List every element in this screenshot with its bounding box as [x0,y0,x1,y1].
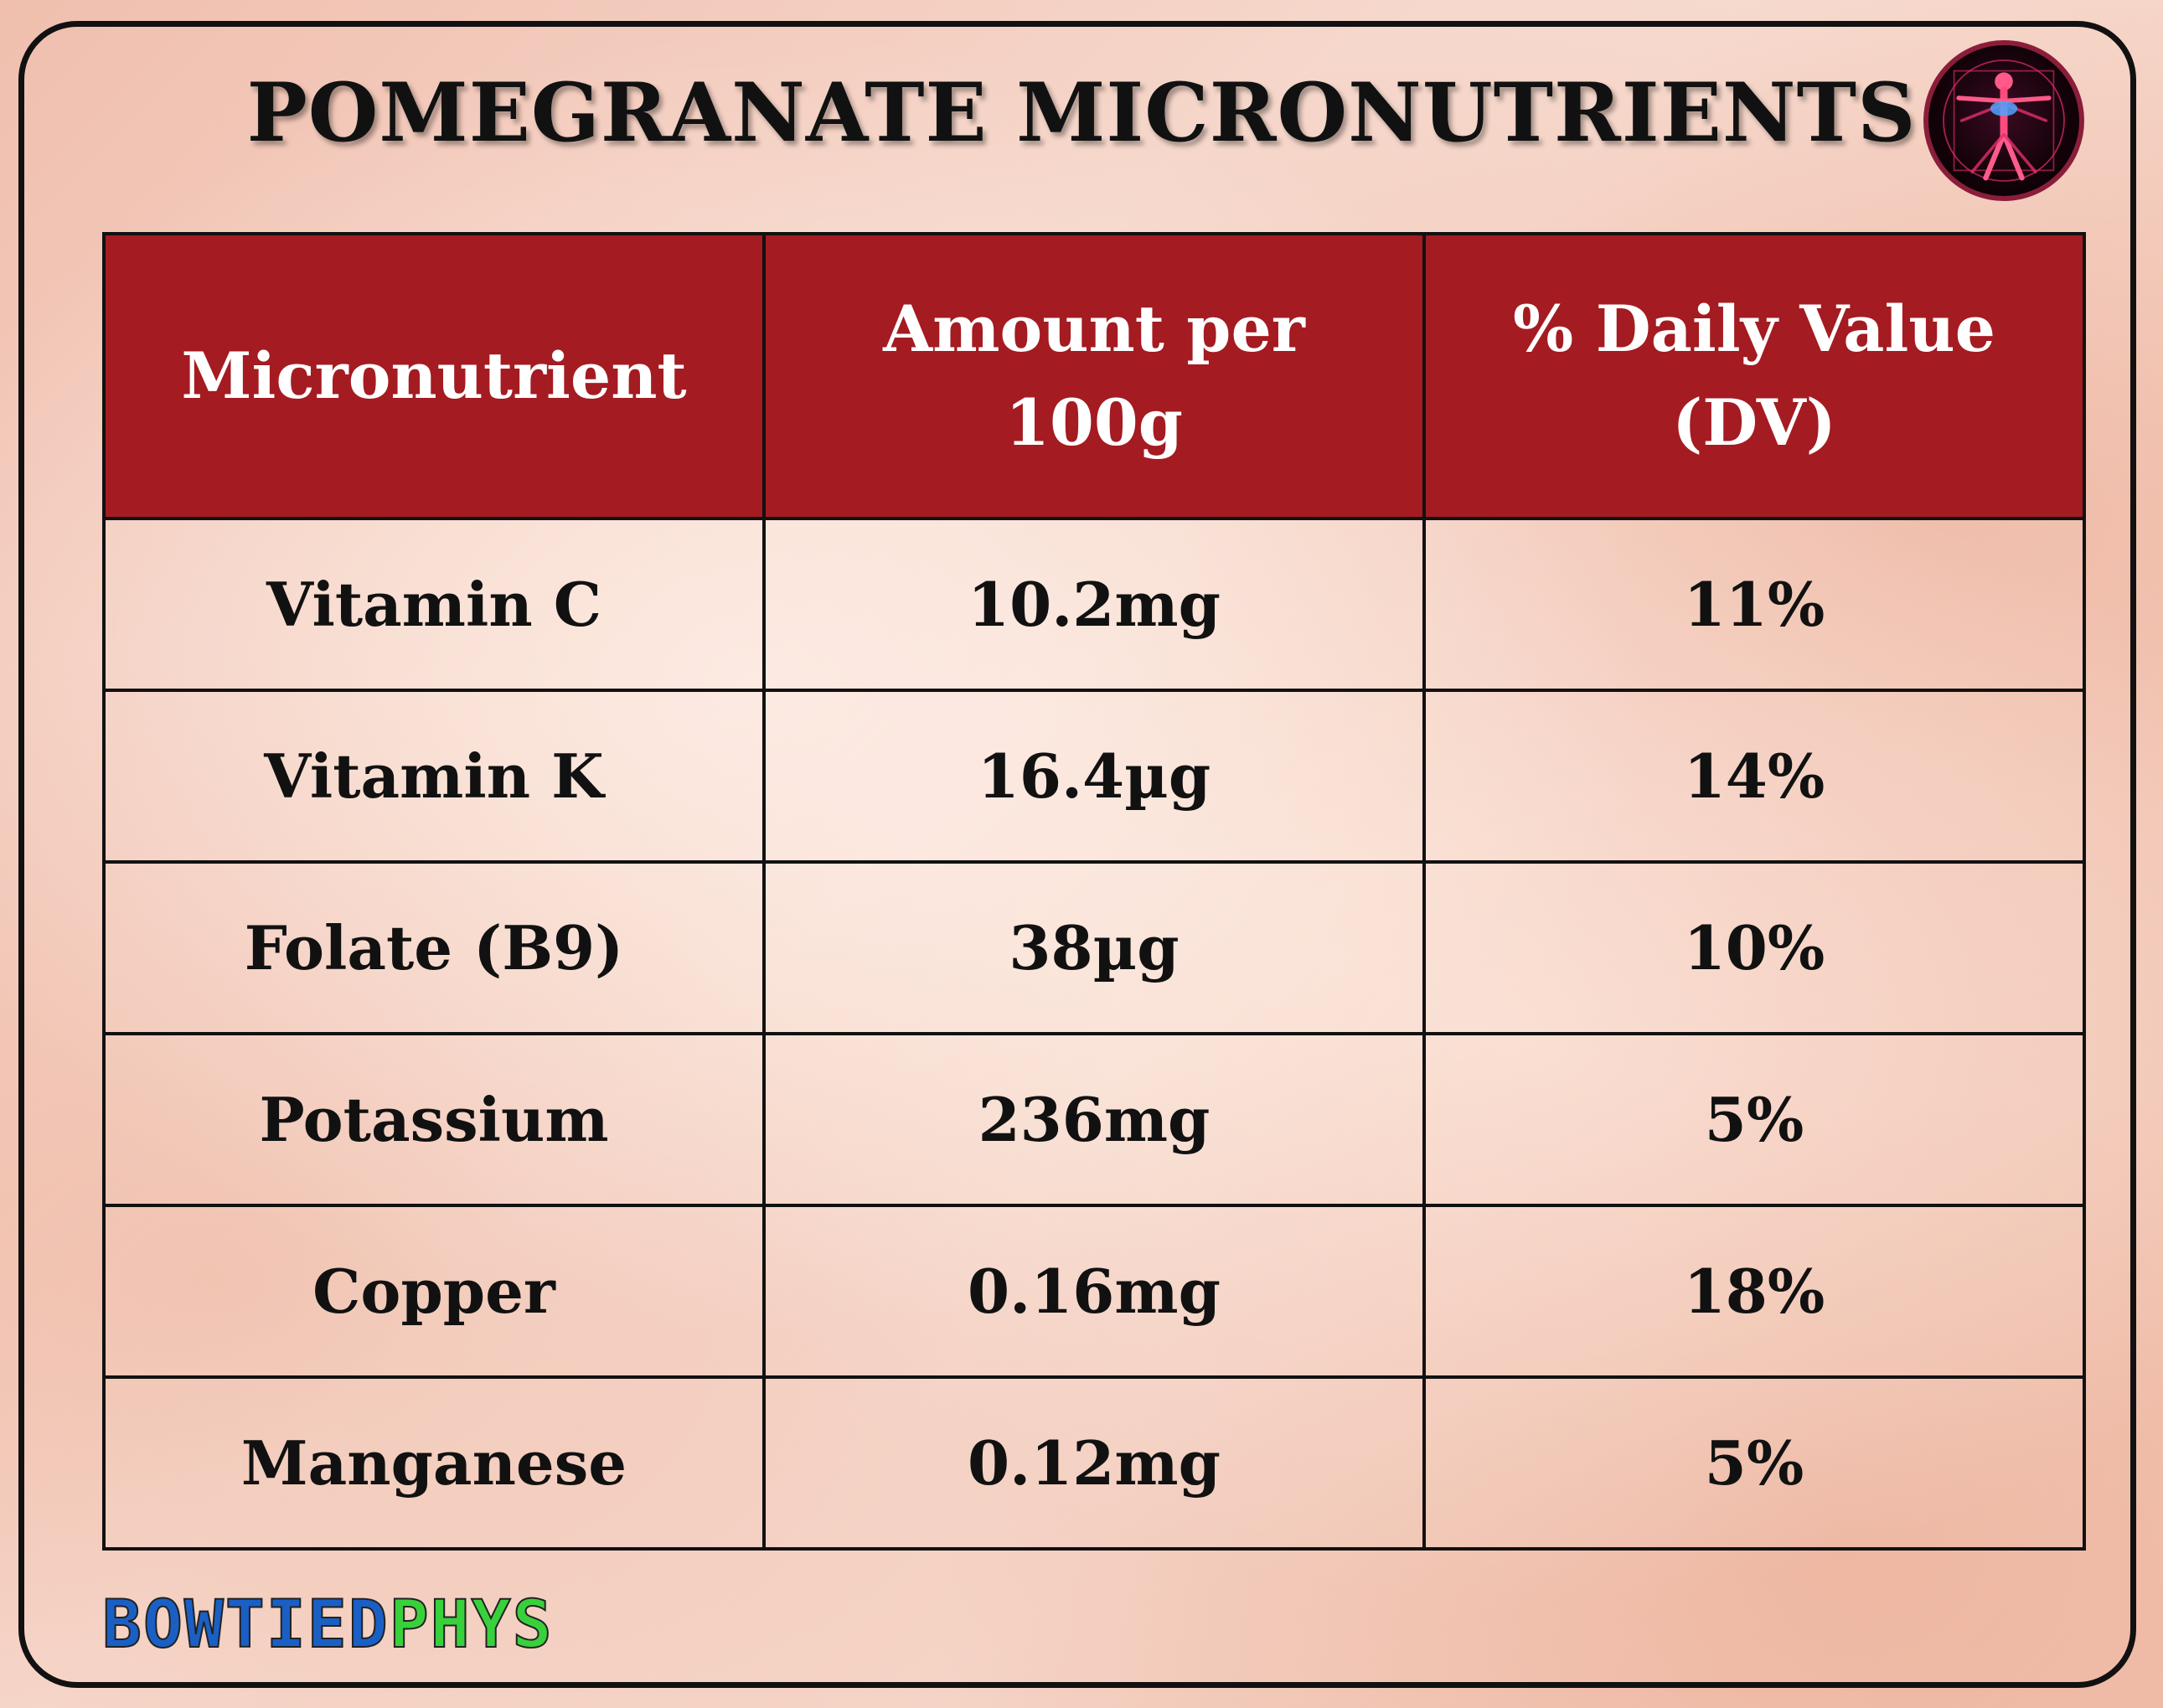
cell-amount: 0.12mg [762,1375,1426,1551]
cell-micronutrient: Vitamin C [102,517,766,692]
header-dv-line1: % Daily Value [1513,292,1995,366]
cell-daily-value: 14% [1422,689,2086,864]
brand-part-phys: PHYS [389,1587,554,1663]
micronutrient-table: Micronutrient Amount per 100g % Daily Va… [102,232,2086,1551]
page-title: POMEGRANATE MICRONUTRIENTS [246,65,1917,160]
cell-micronutrient: Potassium [102,1032,766,1207]
table-header-row: Micronutrient Amount per 100g % Daily Va… [102,232,2086,520]
header-daily-value: % Daily Value (DV) [1422,232,2086,520]
cell-micronutrient: Folate (B9) [102,860,766,1035]
table-row: Vitamin C 10.2mg 11% [102,517,2086,692]
cell-amount: 236mg [762,1032,1426,1207]
header-micronutrient: Micronutrient [102,232,766,520]
brand-logo: BOWTIEDPHYS [101,1591,554,1659]
table-row: Manganese 0.12mg 5% [102,1375,2086,1551]
table-row: Folate (B9) 38µg 10% [102,860,2086,1035]
cell-daily-value: 10% [1422,860,2086,1035]
vitruvian-man-icon [1923,40,2084,201]
rounded-border-frame [18,21,2136,1688]
cell-micronutrient: Manganese [102,1375,766,1551]
table-row: Potassium 236mg 5% [102,1032,2086,1207]
header-amount-line1: Amount per [883,292,1305,366]
cell-micronutrient: Vitamin K [102,689,766,864]
cell-amount: 16.4µg [762,689,1426,864]
cell-amount: 10.2mg [762,517,1426,692]
table-row: Vitamin K 16.4µg 14% [102,689,2086,864]
header-dv-line2: (DV) [1672,385,1836,460]
header-amount-line2: 100g [1005,385,1183,460]
cell-amount: 0.16mg [762,1204,1426,1379]
cell-micronutrient: Copper [102,1204,766,1379]
cell-daily-value: 11% [1422,517,2086,692]
cell-amount: 38µg [762,860,1426,1035]
cell-daily-value: 5% [1422,1032,2086,1207]
brand-part-bowtied: BOWTIED [101,1587,390,1663]
header-micronutrient-label: Micronutrient [181,338,687,413]
header-amount: Amount per 100g [762,232,1426,520]
cell-daily-value: 18% [1422,1204,2086,1379]
cell-daily-value: 5% [1422,1375,2086,1551]
table-row: Copper 0.16mg 18% [102,1204,2086,1379]
